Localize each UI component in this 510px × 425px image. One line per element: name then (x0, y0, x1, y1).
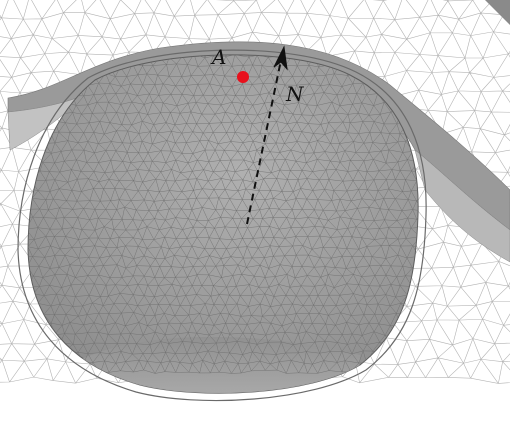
normal-arrow (246, 45, 288, 225)
arrow-head-icon (273, 45, 288, 71)
cavity-surface (27, 54, 419, 394)
point-a-marker (237, 71, 249, 83)
corner-shade (485, 0, 510, 25)
cavity-lip (17, 49, 427, 402)
cavity-mesh-lines (28, 54, 419, 374)
cavity-mesh (28, 54, 419, 374)
rim-right-slope (414, 149, 510, 263)
point-a-label: A (210, 45, 226, 69)
normal-label: N (285, 82, 305, 106)
